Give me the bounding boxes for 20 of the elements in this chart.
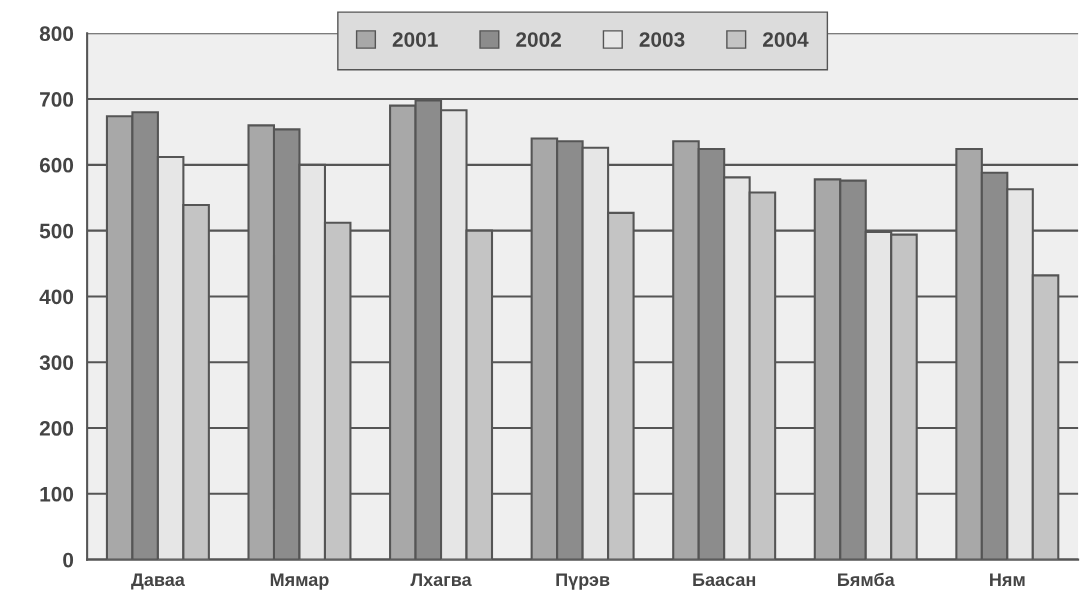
y-tick-label: 400	[39, 289, 74, 305]
legend-label: 2002	[516, 32, 561, 47]
x-tick-label: Пүрэв	[556, 573, 610, 590]
x-tick-label: Бямба	[838, 572, 895, 587]
y-tick-label: 800	[39, 26, 74, 42]
y-tick-label: 200	[39, 421, 74, 436]
legend-label: 2004	[763, 32, 809, 47]
legend-label: 2003	[639, 32, 685, 47]
y-tick-label: 100	[40, 486, 74, 502]
x-tick-label: Мямар	[270, 573, 329, 590]
y-tick-label: 600	[39, 157, 74, 173]
y-tick-label: 0	[63, 552, 74, 568]
x-tick-label: Лхагва	[410, 573, 472, 587]
y-tick-label: 300	[39, 355, 74, 371]
x-tick-label: Баасан	[693, 573, 756, 587]
x-tick-label: Ням	[990, 573, 1025, 586]
y-tick-label: 700	[40, 92, 74, 107]
x-tick-label: Даваа	[131, 573, 185, 590]
y-tick-label: 500	[39, 223, 74, 239]
legend-label: 2001	[392, 32, 438, 47]
